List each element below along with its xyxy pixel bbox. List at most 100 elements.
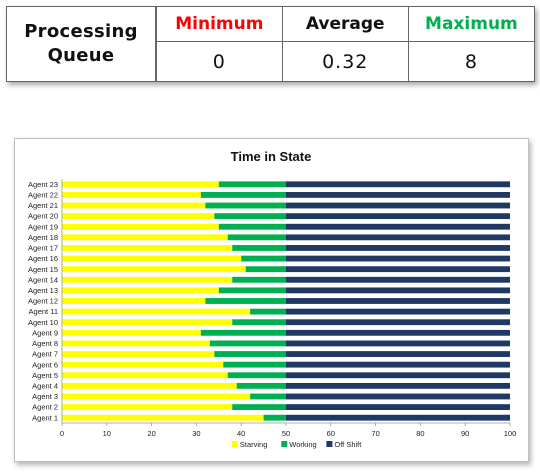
bar-working-agent-22	[200, 191, 286, 198]
y-tick-label: Agent 13	[28, 286, 58, 295]
bar-off-shift-agent-5	[286, 372, 510, 379]
bar-working-agent-16	[241, 255, 286, 262]
bar-starving-agent-21	[62, 202, 206, 209]
y-tick-label: Agent 12	[28, 297, 58, 306]
bar-starving-agent-14	[62, 276, 233, 283]
bar-working-agent-21	[205, 202, 286, 209]
bar-off-shift-agent-21	[286, 202, 510, 209]
bar-off-shift-agent-23	[286, 181, 510, 188]
bar-off-shift-agent-16	[286, 255, 510, 262]
y-tick-label: Agent 16	[28, 254, 58, 263]
bar-starving-agent-8	[62, 340, 210, 347]
bar-starving-agent-22	[62, 191, 201, 198]
y-tick-label: Agent 22	[28, 191, 58, 200]
bar-starving-agent-15	[62, 266, 246, 273]
y-tick-label: Agent 10	[28, 318, 58, 327]
time-in-state-chart: Time in State Agent 23 Agent 22 Agent 21 Ag…	[14, 138, 529, 462]
legend-label-starving: Starving	[240, 440, 268, 449]
bar-starving-agent-4	[62, 382, 237, 389]
y-tick-label: Agent 2	[32, 403, 58, 412]
bar-off-shift-agent-2	[286, 404, 510, 411]
y-tick-label: Agent 23	[28, 180, 58, 189]
bar-off-shift-agent-3	[286, 393, 510, 400]
bar-off-shift-agent-9	[286, 329, 510, 336]
bar-working-agent-11	[250, 308, 286, 315]
processing-queue-label-line2: Queue	[47, 45, 115, 66]
bar-working-agent-20	[214, 213, 286, 220]
y-tick-label: Agent 8	[32, 339, 58, 348]
bar-off-shift-agent-17	[286, 245, 510, 251]
maximum-value: 8	[407, 41, 536, 82]
bar-starving-agent-19	[62, 223, 219, 230]
x-tick-label: 90	[461, 429, 469, 438]
x-tick-label: 10	[103, 429, 111, 438]
bar-off-shift-agent-1	[286, 414, 510, 421]
y-tick-label: Agent 9	[32, 328, 58, 337]
bar-starving-agent-20	[62, 213, 215, 220]
processing-queue-label-line1: Processing	[24, 21, 138, 42]
x-tick-label: 40	[237, 429, 245, 438]
bar-working-agent-1	[263, 414, 286, 421]
bar-working-agent-3	[250, 393, 286, 400]
chart-title: Time in State	[231, 149, 312, 164]
bar-working-agent-12	[205, 298, 286, 304]
average-header: Average	[281, 6, 409, 42]
y-tick-label: Agent 7	[32, 350, 58, 359]
y-tick-label: Agent 14	[28, 275, 58, 284]
bar-off-shift-agent-18	[286, 234, 510, 241]
bar-working-agent-10	[232, 319, 286, 326]
chart-legend: Starving Working Off Shift	[231, 440, 362, 449]
axes	[61, 179, 511, 426]
bar-working-agent-7	[214, 351, 286, 357]
bar-starving-agent-1	[62, 414, 264, 421]
y-tick-label: Agent 18	[28, 233, 58, 242]
bar-starving-agent-9	[62, 329, 201, 336]
bar-working-agent-19	[218, 223, 286, 230]
bar-starving-agent-12	[62, 298, 206, 304]
x-tick-labels: 0 10 20 30 40 50 60 70 80 90 100	[60, 429, 516, 438]
y-tick-label: Agent 17	[28, 244, 58, 253]
legend-swatch-off-shift	[326, 441, 333, 447]
y-tick-label: Agent 15	[28, 265, 58, 274]
bar-off-shift-agent-15	[286, 266, 510, 273]
y-tick-label: Agent 5	[32, 371, 58, 380]
bar-working-agent-13	[218, 287, 286, 294]
x-tick-label: 30	[192, 429, 200, 438]
bar-starving-agent-10	[62, 319, 233, 326]
bar-off-shift-agent-7	[286, 351, 510, 357]
bar-off-shift-agent-4	[286, 382, 510, 389]
bar-off-shift-agent-8	[286, 340, 510, 347]
y-tick-label: Agent 3	[32, 392, 58, 401]
bar-off-shift-agent-6	[286, 361, 510, 368]
bar-starving-agent-18	[62, 234, 228, 241]
x-tick-label: 50	[282, 429, 290, 438]
bar-working-agent-6	[223, 361, 286, 368]
bar-off-shift-agent-20	[286, 213, 510, 220]
bar-starving-agent-5	[62, 372, 228, 379]
bar-working-agent-2	[232, 404, 286, 411]
bar-working-agent-5	[227, 372, 286, 379]
bar-working-agent-14	[232, 276, 286, 283]
x-tick-label: 100	[504, 429, 517, 438]
x-tick-label: 60	[327, 429, 335, 438]
bar-starving-agent-11	[62, 308, 251, 315]
bar-starving-agent-6	[62, 361, 224, 368]
bars-group	[62, 181, 510, 421]
bar-starving-agent-23	[62, 181, 219, 188]
bar-working-agent-18	[227, 234, 286, 241]
bar-off-shift-agent-14	[286, 276, 510, 283]
bar-off-shift-agent-12	[286, 298, 510, 304]
bar-off-shift-agent-22	[286, 191, 510, 198]
bar-off-shift-agent-11	[286, 308, 510, 315]
bar-starving-agent-13	[62, 287, 219, 294]
bar-starving-agent-2	[62, 404, 233, 411]
bar-starving-agent-16	[62, 255, 242, 262]
bar-working-agent-8	[209, 340, 286, 347]
bar-working-agent-9	[200, 329, 286, 336]
bar-working-agent-17	[232, 245, 286, 251]
bar-off-shift-agent-10	[286, 319, 510, 326]
maximum-header: Maximum	[407, 6, 536, 42]
y-tick-label: Agent 19	[28, 222, 58, 231]
y-tick-label: Agent 21	[28, 201, 58, 210]
